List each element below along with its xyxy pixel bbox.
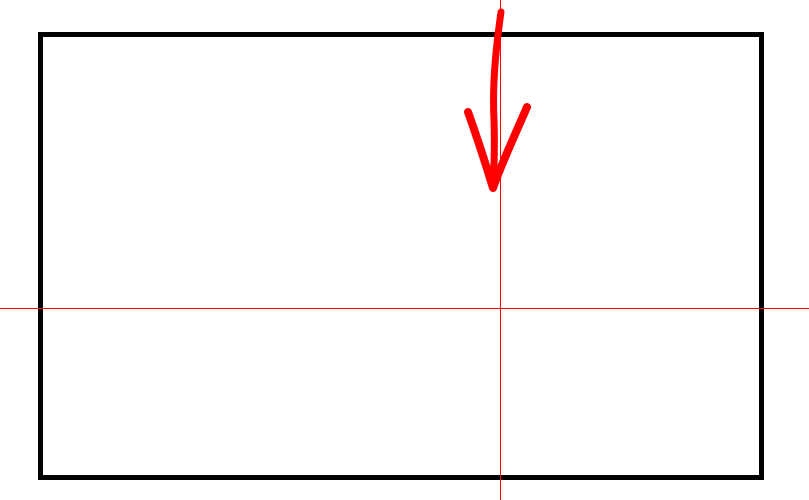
arrow-shaft	[489, 8, 505, 192]
arrow-head	[464, 103, 531, 192]
canvas-rectangle[interactable]	[38, 32, 764, 480]
arrow-down-icon	[464, 8, 531, 192]
